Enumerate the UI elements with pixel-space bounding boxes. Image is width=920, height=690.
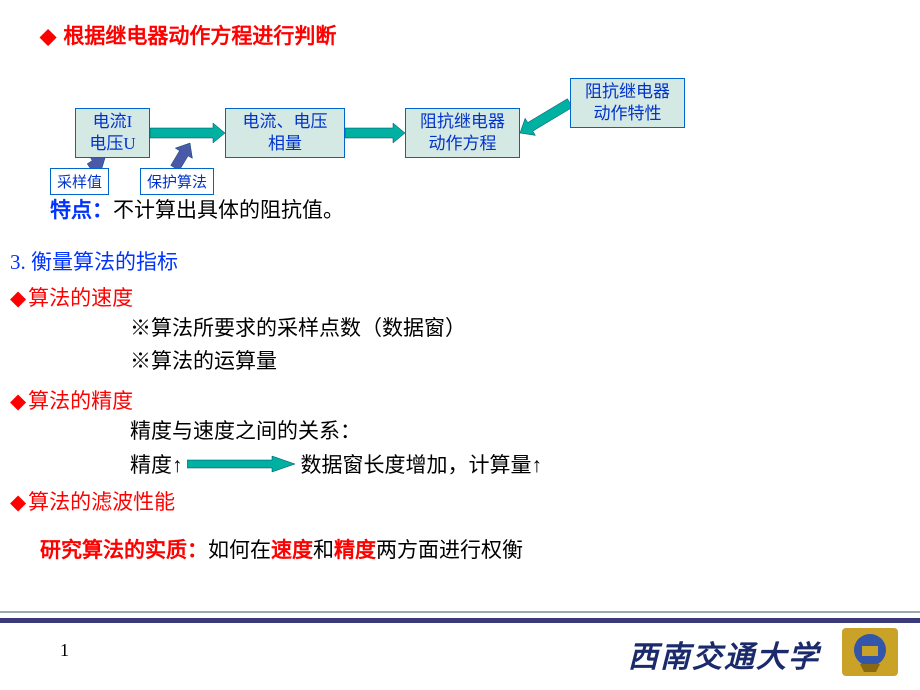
flow-box-b2: 电流、电压相量 xyxy=(225,108,345,158)
flowchart-area: 电流I电压U电流、电压相量阻抗继电器动作方程阻抗继电器动作特性采样值保护算法 xyxy=(50,58,910,188)
flow-box-line: 电流、电压 xyxy=(243,111,328,133)
flow-box-line: 相量 xyxy=(268,133,302,155)
subsection-line: ※算法的运算量 xyxy=(130,345,910,379)
subsection-title-1: 算法的精度 xyxy=(10,385,910,415)
flow-box-line: 动作方程 xyxy=(429,133,497,155)
university-logo-icon xyxy=(840,620,900,680)
university-name: 西南交通大学 xyxy=(628,632,820,676)
section-3-title: 3. 衡量算法的指标 xyxy=(10,246,910,276)
flow-box-b1: 电流I电压U xyxy=(75,108,150,158)
flow-box-line: 电压U xyxy=(89,133,135,155)
essence-after: 两方面进行权衡 xyxy=(376,538,523,562)
flow-box-line: 阻抗继电器 xyxy=(585,81,670,103)
subsection-title-text: 算法的滤波性能 xyxy=(28,490,175,514)
subsection-line: 精度与速度之间的关系： xyxy=(130,415,910,449)
flow-label-1: 保护算法 xyxy=(140,168,214,195)
subsection-title-2: 算法的滤波性能 xyxy=(10,486,910,516)
flow-box-b4: 阻抗继电器动作特性 xyxy=(570,78,685,128)
flow-label-0: 采样值 xyxy=(50,168,109,195)
precision-relation: 精度↑ 数据窗长度增加，计算量↑ xyxy=(130,448,910,480)
subsection-title-0: 算法的速度 xyxy=(10,282,910,312)
subsection-title-text: 算法的速度 xyxy=(28,286,133,310)
essence-before: 如何在 xyxy=(208,538,271,562)
precision-arrow-icon xyxy=(187,454,297,474)
flow-box-b3: 阻抗继电器动作方程 xyxy=(405,108,520,158)
page-number: 1 xyxy=(60,640,69,661)
slide-title: 根据继电器动作方程进行判断 xyxy=(40,20,910,50)
precision-right: 数据窗长度增加，计算量↑ xyxy=(301,449,543,479)
flow-box-line: 电流I xyxy=(93,111,133,133)
subsections-container: 算法的速度※算法所要求的采样点数（数据窗）※算法的运算量算法的精度精度与速度之间… xyxy=(10,282,910,517)
essence-label: 研究算法的实质： xyxy=(40,538,208,562)
precision-left: 精度↑ xyxy=(130,449,183,479)
slide-content: 根据继电器动作方程进行判断 电流I电压U电流、电压相量阻抗继电器动作方程阻抗继电… xyxy=(0,0,920,568)
footer-divider-thin xyxy=(0,611,920,613)
subsection-line: ※算法所要求的采样点数（数据窗） xyxy=(130,312,910,346)
essence-kw1: 速度 xyxy=(271,538,313,562)
footer-divider-thick xyxy=(0,618,920,623)
essence-line: 研究算法的实质：如何在速度和精度两方面进行权衡 xyxy=(40,534,910,568)
subsection-title-text: 算法的精度 xyxy=(28,389,133,413)
essence-mid: 和 xyxy=(313,538,334,562)
flow-box-line: 动作特性 xyxy=(594,103,662,125)
flow-box-line: 阻抗继电器 xyxy=(420,111,505,133)
title-text: 根据继电器动作方程进行判断 xyxy=(63,24,336,48)
essence-kw2: 精度 xyxy=(334,538,376,562)
